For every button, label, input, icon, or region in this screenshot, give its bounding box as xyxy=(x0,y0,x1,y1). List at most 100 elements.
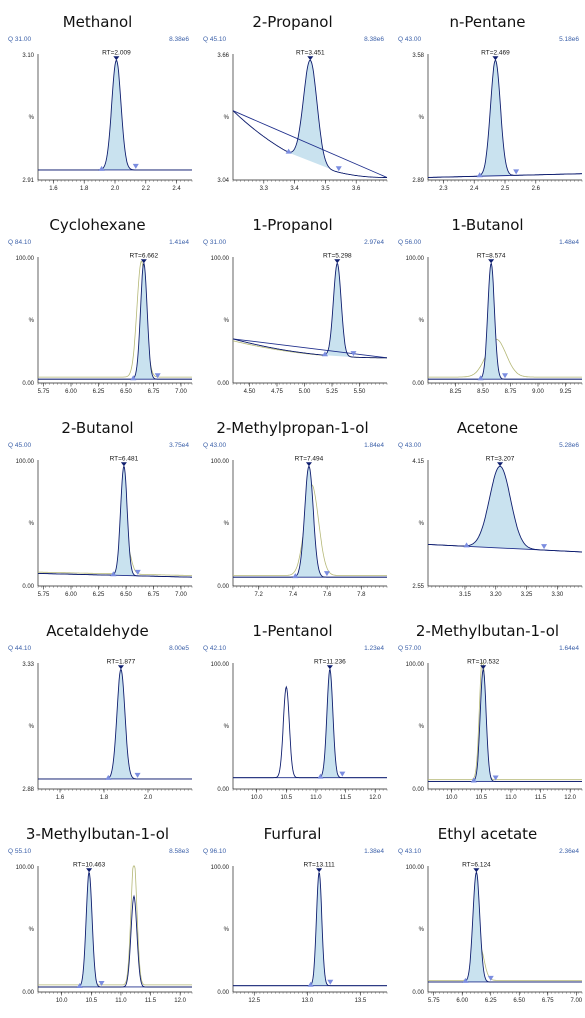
x-tick-label: 5.75 xyxy=(38,592,50,598)
intensity-label: 8.58e3 xyxy=(169,848,189,855)
x-tick-label: 7.6 xyxy=(323,592,332,598)
main-trace xyxy=(233,872,387,987)
x-tick-label: 12.0 xyxy=(369,795,381,801)
y-unit-label: % xyxy=(224,115,230,121)
chromatogram-svg: Cyclohexane Q 84.10 1.41e4 100.00% 0.00 5.75 6… xyxy=(8,216,193,395)
x-tick-label: 3.15 xyxy=(459,592,471,598)
main-trace xyxy=(428,465,582,553)
x-tick-label: 3.6 xyxy=(352,186,361,192)
quant-ion-label: Q 43.10 xyxy=(398,848,422,855)
y-min-label: 0.00 xyxy=(217,381,229,387)
x-tick-label: 11.5 xyxy=(535,795,547,801)
x-tick-label: 3.20 xyxy=(490,592,502,598)
x-tick-label: 11.5 xyxy=(340,795,352,801)
retention-time-label: RT=3.451 xyxy=(296,49,325,56)
y-unit-label: % xyxy=(29,521,35,527)
chromatogram-svg: Acetone Q 43.00 5.28e6 4.15% 2.55 3.15 3.20 3.2… xyxy=(398,419,583,598)
x-tick-label: 9.25 xyxy=(560,389,572,395)
y-max-label: 3.33 xyxy=(22,662,34,668)
x-tick-label: 3.3 xyxy=(260,186,269,192)
x-tick-label: 5.75 xyxy=(38,389,50,395)
chromatogram-panel: 2-Methylpropan-1-ol Q 43.00 1.84e4 100.00% 0… xyxy=(195,406,390,609)
x-tick-label: 10.5 xyxy=(85,998,97,1004)
x-tick-label: 6.25 xyxy=(93,592,105,598)
peak-start-marker xyxy=(321,351,328,357)
chromatogram-svg: Ethyl acetate Q 43.10 2.36e4 100.00% 0.00 5.7… xyxy=(398,825,583,1004)
x-tick-label: 12.0 xyxy=(174,998,186,1004)
x-tick-label: 3.4 xyxy=(290,186,299,192)
chromatogram-svg: 1-Butanol Q 56.00 1.48e4 100.00% 0.00 8.25 8.5… xyxy=(398,216,583,395)
main-trace xyxy=(232,262,387,359)
chromatogram-panel: Cyclohexane Q 84.10 1.41e4 100.00% 0.00 5.75 6… xyxy=(0,203,195,406)
x-tick-label: 1.6 xyxy=(56,795,65,801)
x-tick-label: 13.5 xyxy=(355,998,367,1004)
chromatogram-svg: 2-Butanol Q 45.00 3.75e4 100.00% 0.00 5.75 6.0… xyxy=(8,419,193,598)
peak-start-marker xyxy=(462,977,469,983)
y-min-label: 2.89 xyxy=(412,178,424,184)
x-tick-label: 8.50 xyxy=(477,389,489,395)
y-unit-label: % xyxy=(29,318,35,324)
y-min-label: 0.00 xyxy=(412,990,424,996)
chart-title: Ethyl acetate xyxy=(438,825,538,843)
peak-start-marker xyxy=(292,573,299,579)
chart-title: 1-Butanol xyxy=(451,216,523,234)
x-tick-label: 1.8 xyxy=(80,186,89,192)
retention-time-label: RT=6.481 xyxy=(110,455,139,462)
intensity-label: 1.84e4 xyxy=(364,442,384,449)
apex-marker xyxy=(492,56,499,61)
x-tick-label: 6.25 xyxy=(485,998,497,1004)
apex-marker xyxy=(140,259,147,264)
peak-integration-area xyxy=(465,872,491,982)
x-tick-label: 7.00 xyxy=(570,998,582,1004)
peak-end-marker xyxy=(98,980,105,986)
peak-end-marker xyxy=(323,571,330,577)
peak-integration-area xyxy=(133,263,158,380)
intensity-label: 8.38e6 xyxy=(169,36,189,43)
peak-start-marker xyxy=(317,773,324,779)
secondary-trace xyxy=(37,542,192,576)
main-trace xyxy=(428,262,582,380)
chart-title: Acetaldehyde xyxy=(46,622,149,640)
x-tick-label: 3.25 xyxy=(521,592,533,598)
peak-end-marker xyxy=(335,166,342,172)
chart-title: 2-Propanol xyxy=(252,13,332,31)
x-tick-label: 5.50 xyxy=(354,389,366,395)
main-trace xyxy=(233,465,387,578)
y-unit-label: % xyxy=(224,927,230,933)
chromatogram-svg: Acetaldehyde Q 44.10 8.00e5 3.33% 2.88 1.6 1.8… xyxy=(8,622,193,801)
y-min-label: 0.00 xyxy=(217,787,229,793)
y-unit-label: % xyxy=(224,724,230,730)
x-tick-label: 5.00 xyxy=(299,389,311,395)
retention-time-label: RT=2.469 xyxy=(481,49,510,56)
y-unit-label: % xyxy=(419,724,425,730)
peak-end-marker xyxy=(350,351,357,357)
apex-marker xyxy=(316,868,323,873)
retention-time-label: RT=13.111 xyxy=(304,861,336,868)
x-tick-label: 10.0 xyxy=(56,998,68,1004)
main-trace xyxy=(38,464,192,578)
x-tick-label: 7.4 xyxy=(289,592,298,598)
secondary-trace xyxy=(428,338,582,378)
x-tick-label: 2.4 xyxy=(470,186,479,192)
peak-integration-area xyxy=(479,60,517,177)
x-tick-label: 2.5 xyxy=(501,186,510,192)
peak-end-marker xyxy=(513,169,520,175)
chart-title: Acetone xyxy=(457,419,518,437)
peak-end-marker xyxy=(492,775,499,781)
retention-time-label: RT=8.574 xyxy=(477,252,506,259)
intensity-label: 8.00e5 xyxy=(169,645,189,652)
x-tick-label: 2.0 xyxy=(144,795,153,801)
apex-marker xyxy=(307,56,314,61)
retention-time-label: RT=6.124 xyxy=(462,861,491,868)
x-tick-label: 1.8 xyxy=(100,795,109,801)
retention-time-label: RT=10.463 xyxy=(73,861,106,868)
quant-ion-label: Q 42.10 xyxy=(203,645,227,652)
apex-marker xyxy=(120,462,127,467)
quant-ion-label: Q 55.10 xyxy=(8,848,32,855)
y-max-label: 100.00 xyxy=(16,256,35,262)
apex-marker xyxy=(305,462,312,467)
x-tick-label: 2.3 xyxy=(439,186,448,192)
x-tick-label: 6.50 xyxy=(120,592,132,598)
y-max-label: 3.58 xyxy=(412,53,424,59)
